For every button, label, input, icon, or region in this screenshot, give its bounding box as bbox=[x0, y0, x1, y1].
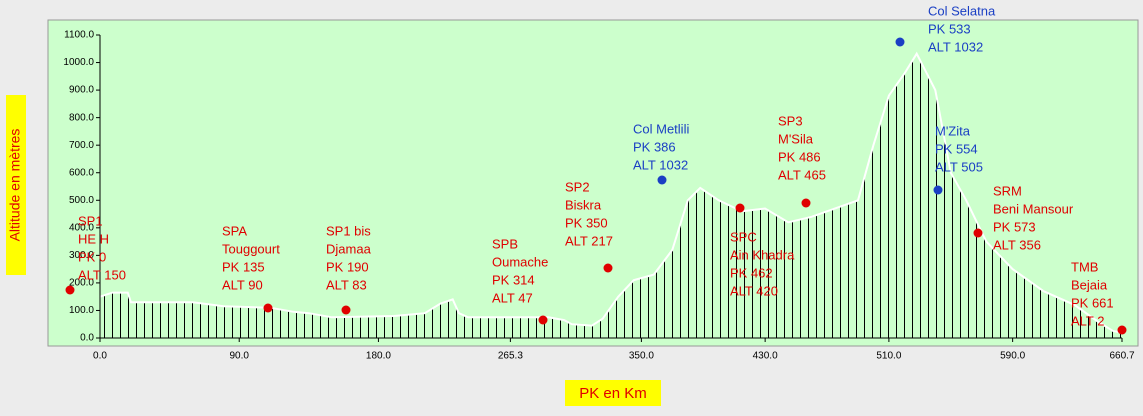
x-tick-label: 510.0 bbox=[876, 351, 901, 362]
annotation-line: ALT 83 bbox=[326, 277, 367, 292]
station-dot bbox=[973, 228, 983, 238]
y-tick-label: 300.0 bbox=[69, 250, 94, 261]
y-tick-label: 600.0 bbox=[69, 167, 94, 178]
annotation-line: SPB bbox=[492, 236, 518, 251]
x-tick-label: 90.0 bbox=[229, 351, 249, 362]
annotation-line: SRM bbox=[993, 183, 1022, 198]
station-dot bbox=[735, 203, 745, 213]
y-tick-label: 400.0 bbox=[69, 222, 94, 233]
y-axis-label: Altitude en mètres bbox=[7, 129, 23, 242]
annotation-line: PK 573 bbox=[993, 219, 1036, 234]
annotation-line: ALT 90 bbox=[222, 277, 263, 292]
x-tick-label: 0.0 bbox=[93, 351, 107, 362]
annotation-line: PK 314 bbox=[492, 272, 535, 287]
annotation-line: Biskra bbox=[565, 197, 602, 212]
profile-line bbox=[99, 51, 1123, 334]
annotation-line: TMB bbox=[1071, 259, 1098, 274]
station-dot bbox=[603, 263, 613, 273]
annotation-line: Djamaa bbox=[326, 241, 372, 256]
annotation-line: ALT 47 bbox=[492, 290, 533, 305]
area bbox=[100, 53, 1122, 338]
y-tick-label: 1000.0 bbox=[63, 57, 94, 68]
y-tick-label: 900.0 bbox=[69, 85, 94, 96]
annotation-line: Touggourt bbox=[222, 241, 280, 256]
annotation-line: M'Zita bbox=[935, 123, 971, 138]
annotation-line: PK 0 bbox=[78, 249, 106, 264]
annotation-line: PK 554 bbox=[935, 141, 978, 156]
x-tick-label: 660.7 bbox=[1109, 351, 1134, 362]
annotation-line: SP1 bis bbox=[326, 223, 371, 238]
annotation-line: M'Sila bbox=[778, 131, 814, 146]
station-dot bbox=[538, 315, 548, 325]
y-tick-label: 700.0 bbox=[69, 140, 94, 151]
annotation-line: Col Selatna bbox=[928, 3, 996, 18]
annotation-line: ALT 217 bbox=[565, 233, 613, 248]
y-tick-label: 1100.0 bbox=[64, 30, 94, 41]
annotation-line: ALT 1032 bbox=[633, 157, 688, 172]
y-tick-label: 0.0 bbox=[80, 333, 94, 344]
x-tick-label: 265.3 bbox=[498, 351, 523, 362]
station-dot bbox=[895, 37, 905, 47]
station-dot bbox=[65, 285, 75, 295]
annotation-line: PK 661 bbox=[1071, 295, 1114, 310]
x-tick-label: 590.0 bbox=[1000, 351, 1025, 362]
annotation-line: Oumache bbox=[492, 254, 548, 269]
annotation-line: ALT 150 bbox=[78, 267, 126, 282]
annotation-line: PK 190 bbox=[326, 259, 369, 274]
annotation-line: SP1 bbox=[78, 213, 103, 228]
annotation-line: Beni Mansour bbox=[993, 201, 1074, 216]
station-dot bbox=[1117, 325, 1127, 335]
annotation-line: PK 386 bbox=[633, 139, 676, 154]
annotation-line: SPA bbox=[222, 223, 247, 238]
annotation-line: ALT 356 bbox=[993, 237, 1041, 252]
x-tick-label: 350.0 bbox=[629, 351, 654, 362]
y-tick-label: 800.0 bbox=[69, 112, 94, 123]
annotation-line: ALT 420 bbox=[730, 283, 778, 298]
y-tick-label: 200.0 bbox=[69, 278, 94, 289]
x-tick-label: 430.0 bbox=[753, 351, 778, 362]
annotation-line: ALT 505 bbox=[935, 159, 983, 174]
x-tick-label: 180.0 bbox=[366, 351, 391, 362]
annotation-line: SP3 bbox=[778, 113, 803, 128]
annotation-line: PK 486 bbox=[778, 149, 821, 164]
station-dot bbox=[933, 185, 943, 195]
annotation-line: PK 135 bbox=[222, 259, 265, 274]
y-tick-label: 500.0 bbox=[69, 195, 94, 206]
y-tick-label: 100.0 bbox=[69, 305, 94, 316]
annotation-line: Ain Khadra bbox=[730, 247, 795, 262]
station-dot bbox=[657, 175, 667, 185]
x-label-box bbox=[565, 380, 661, 406]
annotation-line: ALT 465 bbox=[778, 167, 826, 182]
annotation-line: Bejaia bbox=[1071, 277, 1108, 292]
station-dot bbox=[341, 305, 351, 315]
annotation-line: PK 533 bbox=[928, 21, 971, 36]
station-dot bbox=[801, 198, 811, 208]
annotation-line: ALT 2 bbox=[1071, 313, 1104, 328]
annotation-line: PK 462 bbox=[730, 265, 773, 280]
annotation-line: PK 350 bbox=[565, 215, 608, 230]
x-axis-label: PK en Km bbox=[579, 385, 647, 402]
annotation-line: HE H bbox=[78, 231, 109, 246]
y-label-box bbox=[6, 95, 26, 275]
annotation-line: ALT 1032 bbox=[928, 39, 983, 54]
annotation-line: Col Metlili bbox=[633, 121, 689, 136]
annotation-line: SPC bbox=[730, 229, 757, 244]
annotation-line: SP2 bbox=[565, 179, 590, 194]
station-dot bbox=[263, 303, 273, 313]
